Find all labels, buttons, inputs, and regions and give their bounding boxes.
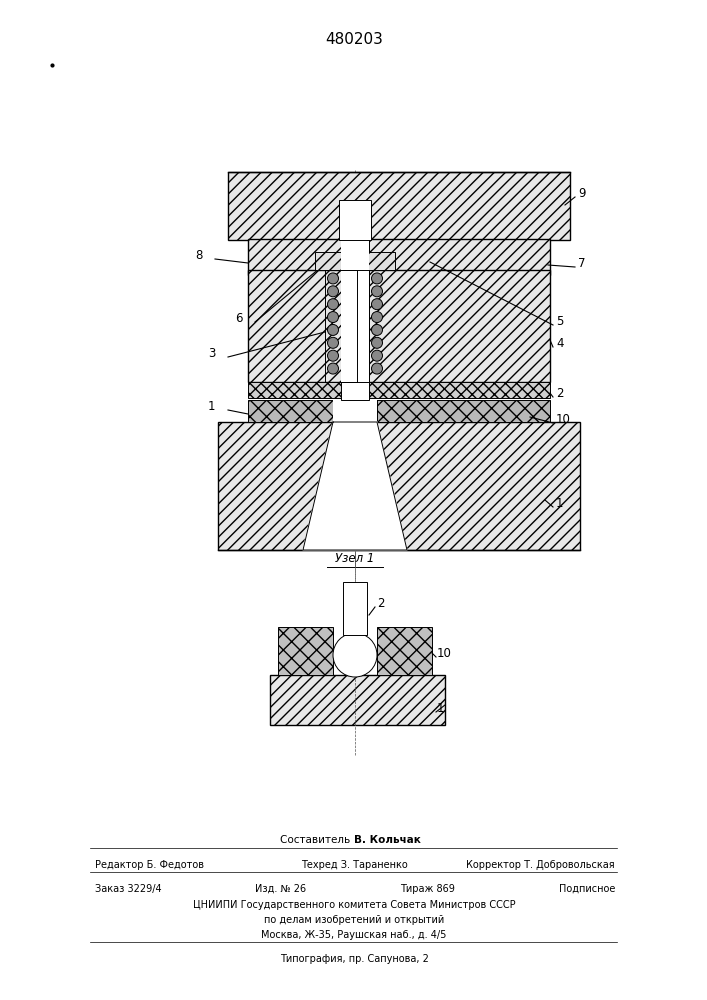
Bar — [333, 400, 377, 422]
Circle shape — [371, 273, 382, 284]
Circle shape — [327, 286, 339, 297]
Bar — [218, 422, 580, 550]
Circle shape — [371, 299, 382, 310]
Text: Подписное: Подписное — [559, 884, 615, 894]
Polygon shape — [303, 422, 407, 550]
Text: Узел 1: Узел 1 — [335, 552, 375, 565]
Text: Тираж 869: Тираж 869 — [400, 884, 455, 894]
Circle shape — [371, 363, 382, 374]
Text: 10: 10 — [437, 647, 452, 660]
Circle shape — [333, 633, 377, 677]
Bar — [343, 582, 367, 635]
Text: 8: 8 — [195, 249, 202, 262]
Text: 7: 7 — [578, 257, 585, 270]
Bar — [248, 239, 550, 275]
Bar — [341, 382, 369, 400]
Text: 3: 3 — [208, 347, 216, 360]
Text: Заказ 3229/4: Заказ 3229/4 — [95, 884, 162, 894]
Text: Москва, Ж-35, Раушская наб., д. 4/5: Москва, Ж-35, Раушская наб., д. 4/5 — [262, 930, 447, 940]
Bar — [270, 675, 445, 725]
Text: Типография, пр. Сапунова, 2: Типография, пр. Сапунова, 2 — [279, 954, 428, 964]
Bar — [339, 200, 371, 240]
Circle shape — [327, 312, 339, 323]
Text: 1: 1 — [208, 400, 216, 413]
Text: Изд. № 26: Изд. № 26 — [255, 884, 306, 894]
Circle shape — [371, 337, 382, 348]
Circle shape — [371, 324, 382, 335]
Text: Составитель: Составитель — [281, 835, 354, 845]
Circle shape — [371, 312, 382, 323]
Text: 1: 1 — [556, 497, 563, 510]
Text: 5: 5 — [556, 315, 563, 328]
Circle shape — [327, 324, 339, 335]
Bar — [315, 252, 395, 270]
Circle shape — [327, 273, 339, 284]
Bar — [278, 627, 333, 675]
Bar — [248, 270, 550, 382]
Circle shape — [371, 350, 382, 361]
Circle shape — [371, 286, 382, 297]
Bar — [341, 382, 369, 398]
Text: Корректор Т. Добровольская: Корректор Т. Добровольская — [467, 860, 615, 870]
Text: 4: 4 — [556, 337, 563, 350]
Text: 480203: 480203 — [325, 32, 383, 47]
Bar — [341, 240, 369, 482]
Bar — [228, 172, 570, 240]
Bar — [377, 627, 432, 675]
Bar — [248, 400, 550, 422]
Text: 10: 10 — [556, 413, 571, 426]
Bar — [341, 252, 369, 270]
Text: ЦНИИПИ Государственного комитета Совета Министров СССР: ЦНИИПИ Государственного комитета Совета … — [193, 900, 515, 910]
Bar — [325, 270, 357, 382]
Text: 9: 9 — [578, 187, 585, 200]
Text: 2: 2 — [377, 597, 385, 610]
Circle shape — [327, 363, 339, 374]
Bar — [341, 239, 369, 275]
Text: по делам изобретений и открытий: по делам изобретений и открытий — [264, 915, 444, 925]
Text: 6: 6 — [235, 312, 243, 325]
Circle shape — [327, 337, 339, 348]
Circle shape — [327, 350, 339, 361]
Text: В. Кольчак: В. Кольчак — [354, 835, 421, 845]
Bar — [248, 382, 550, 398]
Text: Техред З. Тараненко: Техред З. Тараненко — [300, 860, 407, 870]
Text: 1: 1 — [437, 702, 445, 715]
Circle shape — [327, 299, 339, 310]
Text: Редактор Б. Федотов: Редактор Б. Федотов — [95, 860, 204, 870]
Bar — [341, 270, 369, 382]
Text: 2: 2 — [556, 387, 563, 400]
